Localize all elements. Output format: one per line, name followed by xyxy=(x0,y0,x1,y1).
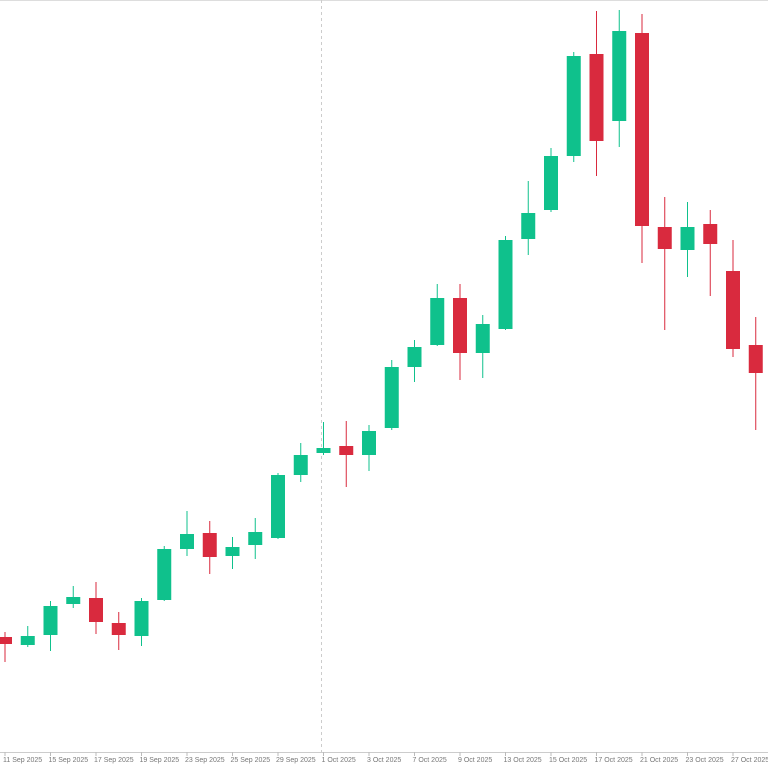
candle-body xyxy=(589,54,604,141)
candle-body xyxy=(407,347,422,367)
candle-body xyxy=(430,298,445,345)
candle-body xyxy=(498,240,513,329)
x-tick-label: 15 Oct 2025 xyxy=(549,757,587,764)
candle-body xyxy=(202,533,217,557)
candle-body xyxy=(635,33,649,226)
candle-body xyxy=(384,367,399,428)
x-tick-label: 9 Oct 2025 xyxy=(458,757,492,764)
x-tick-label: 23 Sep 2025 xyxy=(185,757,225,764)
candle-body xyxy=(180,534,194,549)
candle-body xyxy=(453,298,467,353)
candle-body xyxy=(0,637,12,644)
candle-body xyxy=(111,623,126,635)
x-tick-label: 15 Sep 2025 xyxy=(49,757,89,764)
candle-body xyxy=(43,606,58,635)
x-tick-label: 3 Oct 2025 xyxy=(367,757,401,764)
candle-body xyxy=(339,446,354,455)
x-tick-label: 21 Oct 2025 xyxy=(640,757,678,764)
candle-body xyxy=(521,213,536,239)
candle-body xyxy=(566,56,581,156)
x-tick-label: 17 Oct 2025 xyxy=(595,757,633,764)
x-tick-label: 1 Oct 2025 xyxy=(322,757,356,764)
candle-body xyxy=(157,549,172,600)
candle-body xyxy=(225,547,240,556)
candle-body xyxy=(293,455,308,475)
x-tick-label: 29 Sep 2025 xyxy=(276,757,316,764)
candle-body xyxy=(703,224,718,244)
candle-body xyxy=(362,431,376,455)
candle-body xyxy=(726,271,740,349)
candle-body xyxy=(612,31,627,121)
x-tick-label: 23 Oct 2025 xyxy=(686,757,724,764)
candle-body xyxy=(66,597,81,604)
candle-body xyxy=(544,156,558,210)
candle-body xyxy=(475,324,490,353)
candle-body xyxy=(134,601,149,636)
candle-body xyxy=(89,598,103,622)
x-tick-label: 7 Oct 2025 xyxy=(413,757,447,764)
candle-body xyxy=(20,636,35,645)
x-tick-label: 11 Sep 2025 xyxy=(3,757,42,764)
candle-body xyxy=(680,227,695,250)
x-tick-label: 19 Sep 2025 xyxy=(140,757,180,764)
x-tick-label: 13 Oct 2025 xyxy=(504,757,542,764)
candle-body xyxy=(271,475,285,538)
candle-body xyxy=(748,345,763,373)
candle-body xyxy=(657,227,672,249)
x-tick-label: 27 Oct 2025 xyxy=(731,757,768,764)
x-tick-label: 25 Sep 2025 xyxy=(231,757,271,764)
candle-body xyxy=(248,532,263,545)
candle-body xyxy=(316,448,331,453)
x-tick-label: 17 Sep 2025 xyxy=(94,757,134,764)
